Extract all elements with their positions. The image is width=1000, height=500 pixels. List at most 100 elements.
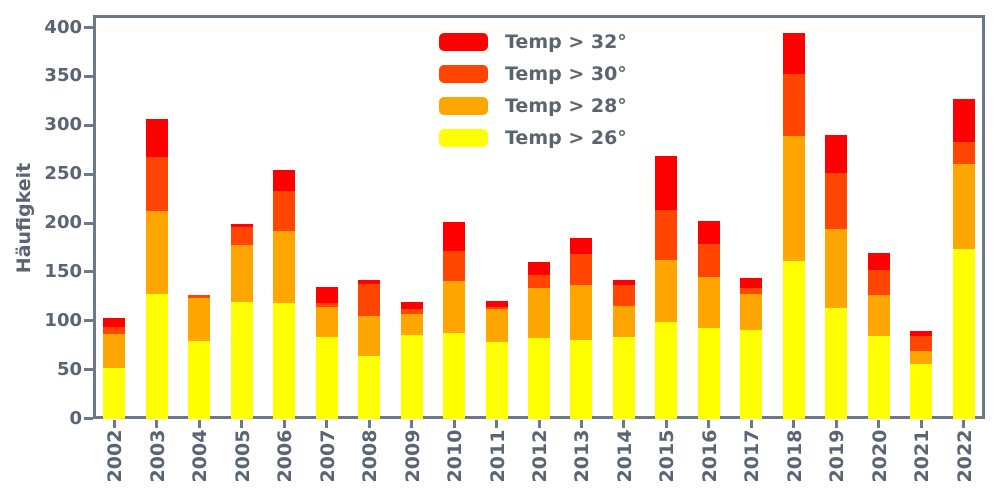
x-tick-mark <box>282 419 286 428</box>
x-tick-label-2012: 2012 <box>529 429 551 483</box>
y-tick-label: 100 <box>44 309 82 331</box>
x-tick-label-2002: 2002 <box>104 429 127 483</box>
bar-segment-2013 <box>570 237 593 255</box>
bar-segment-2021 <box>910 351 933 364</box>
x-tick-label-2020: 2020 <box>868 429 891 483</box>
bar-segment-2008 <box>358 315 381 356</box>
bar-segment-2012 <box>528 262 550 275</box>
bar-segment-2016 <box>697 221 720 244</box>
y-tick-label: 50 <box>56 358 82 380</box>
x-tick-label-2021: 2021 <box>911 429 934 483</box>
bar-segment-2002 <box>103 326 126 335</box>
bar-segment-2007 <box>315 307 338 338</box>
bar-segment-2010 <box>443 280 466 334</box>
bar-segment-2018 <box>782 33 805 75</box>
bar-segment-2019 <box>825 135 848 174</box>
bar-segment-2005 <box>230 226 253 245</box>
y-tick-mark <box>84 221 93 225</box>
x-tick-label-2019: 2019 <box>826 429 849 483</box>
bar-segment-2009 <box>400 313 423 336</box>
bar-segment-2018 <box>782 136 805 262</box>
x-tick-mark <box>579 419 583 428</box>
x-tick-mark <box>622 419 626 428</box>
x-tick-label-2005: 2005 <box>231 429 254 483</box>
bar-segment-2007 <box>315 337 338 419</box>
legend-row: Temp > 28° <box>439 96 627 115</box>
x-tick-label-2022: 2022 <box>953 429 976 483</box>
x-tick-label-2013: 2013 <box>571 429 594 483</box>
y-tick-mark <box>84 26 93 29</box>
x-tick-mark <box>325 419 329 428</box>
bar-segment-2006 <box>273 170 296 191</box>
bar-segment-2014 <box>612 337 635 419</box>
bar-segment-2019 <box>825 173 848 229</box>
bar-segment-2010 <box>443 222 466 252</box>
y-tick-label: 200 <box>44 212 82 233</box>
bar-segment-2005 <box>230 224 253 227</box>
bar-segment-2004 <box>188 341 211 419</box>
bar-segment-2018 <box>782 74 805 137</box>
bar-segment-2012 <box>528 287 550 339</box>
y-tick-mark <box>84 270 93 274</box>
legend-swatch-icon <box>439 65 488 83</box>
bar-segment-2015 <box>655 260 678 322</box>
legend-swatch-icon <box>439 97 488 115</box>
bar-segment-2014 <box>612 284 635 307</box>
bar-segment-2014 <box>612 279 635 285</box>
x-tick-mark <box>877 419 881 428</box>
bar-segment-2002 <box>103 334 126 368</box>
bar-segment-2015 <box>655 210 678 261</box>
bar-segment-2013 <box>570 254 593 285</box>
legend-row: Temp > 32° <box>439 32 627 51</box>
bar-segment-2013 <box>570 340 593 419</box>
x-tick-mark <box>197 419 201 428</box>
bar-segment-2007 <box>315 303 338 308</box>
bar-segment-2016 <box>697 276 720 328</box>
bar-segment-2010 <box>443 251 466 281</box>
legend-swatch-icon <box>439 33 488 51</box>
bar-segment-2020 <box>867 269 890 296</box>
bar-segment-2005 <box>230 244 253 303</box>
bar-segment-2009 <box>400 335 423 419</box>
x-tick-label-2007: 2007 <box>316 429 339 483</box>
y-tick-mark <box>84 123 93 127</box>
x-tick-mark <box>155 419 159 428</box>
x-tick-label-2017: 2017 <box>741 429 764 483</box>
bar-segment-2011 <box>485 301 508 308</box>
bar-segment-2021 <box>910 363 933 419</box>
bar-segment-2020 <box>867 336 890 419</box>
x-tick-label-2016: 2016 <box>698 429 721 483</box>
x-tick-mark <box>749 419 753 428</box>
bar-segment-2019 <box>825 308 848 419</box>
y-tick-mark <box>84 74 93 78</box>
bar-segment-2021 <box>910 330 933 337</box>
bar-segment-2006 <box>273 190 296 231</box>
x-tick-mark <box>240 419 244 428</box>
bar-segment-2017 <box>740 294 763 330</box>
x-tick-label-2015: 2015 <box>656 429 679 483</box>
bar-segment-2008 <box>358 283 381 316</box>
x-tick-label-2006: 2006 <box>274 429 297 483</box>
x-tick-label-2003: 2003 <box>146 429 169 483</box>
y-tick-label: 150 <box>44 260 82 282</box>
y-tick-label: 300 <box>44 114 82 136</box>
x-tick-mark <box>452 419 456 428</box>
x-tick-label-2011: 2011 <box>486 429 509 483</box>
x-tick-mark <box>367 419 371 428</box>
x-tick-label-2014: 2014 <box>613 429 636 483</box>
bar-segment-2020 <box>867 253 890 270</box>
x-tick-mark <box>537 419 541 428</box>
y-tick-mark <box>84 172 93 176</box>
bar-segment-2022 <box>952 164 975 250</box>
legend-label: Temp > 30° <box>505 62 627 85</box>
bar-segment-2008 <box>358 355 381 419</box>
x-tick-label-2009: 2009 <box>401 429 424 483</box>
bar-segment-2003 <box>145 119 168 157</box>
x-tick-mark <box>962 419 966 428</box>
x-tick-label-2008: 2008 <box>359 429 382 483</box>
bar-segment-2017 <box>740 277 763 288</box>
x-tick-mark <box>834 419 838 428</box>
y-tick-label: 400 <box>44 16 82 38</box>
bar-segment-2009 <box>400 309 423 314</box>
bar-segment-2011 <box>485 307 508 310</box>
